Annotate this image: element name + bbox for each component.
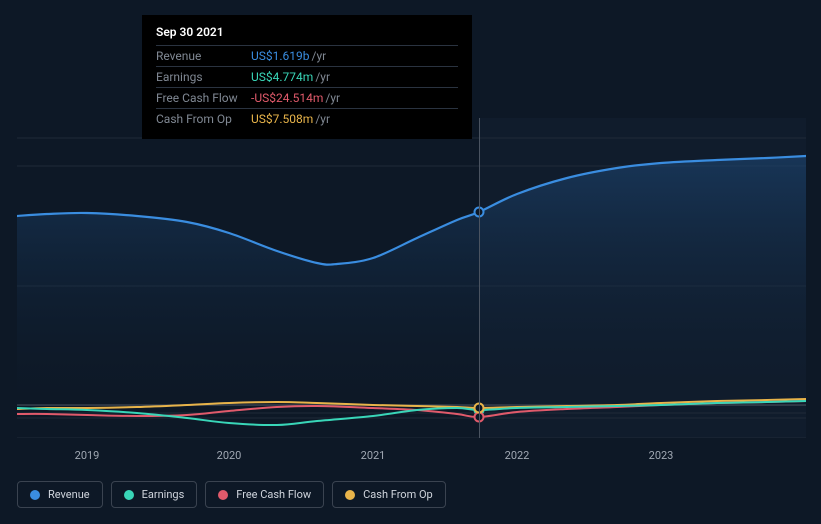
tooltip-row-label: Free Cash Flow bbox=[156, 91, 251, 105]
legend-item[interactable]: Free Cash Flow bbox=[205, 481, 324, 508]
legend-dot-icon bbox=[30, 490, 40, 500]
tooltip-row-suffix: /yr bbox=[315, 112, 330, 126]
legend-dot-icon bbox=[124, 490, 134, 500]
legend-item-label: Revenue bbox=[48, 488, 90, 501]
tooltip-row-value: -US$24.514m bbox=[251, 91, 323, 105]
tooltip-row-label: Cash From Op bbox=[156, 112, 251, 126]
tooltip-row-label: Revenue bbox=[156, 49, 251, 63]
legend-item[interactable]: Earnings bbox=[111, 481, 198, 508]
tooltip-row-suffix: /yr bbox=[312, 49, 327, 63]
tooltip-row: RevenueUS$1.619b /yr bbox=[156, 45, 458, 66]
xaxis-labels: 2019 2020 2021 2022 2023 bbox=[17, 449, 806, 465]
tooltip-row-suffix: /yr bbox=[325, 91, 340, 105]
xaxis-tick: 2021 bbox=[361, 449, 386, 462]
plot-svg bbox=[17, 118, 806, 438]
tooltip-row-value: US$1.619b bbox=[251, 49, 310, 63]
xaxis-tick: 2022 bbox=[505, 449, 530, 462]
legend-dot-icon bbox=[218, 490, 228, 500]
legend-item-label: Free Cash Flow bbox=[236, 488, 311, 501]
financials-chart: Sep 30 2021 RevenueUS$1.619b /yrEarnings… bbox=[0, 0, 821, 524]
plot-area[interactable] bbox=[17, 118, 806, 438]
tooltip-row: Cash From OpUS$7.508m /yr bbox=[156, 108, 458, 129]
legend-item-label: Cash From Op bbox=[363, 488, 433, 501]
tooltip-row-suffix: /yr bbox=[315, 70, 330, 84]
legend-dot-icon bbox=[345, 490, 355, 500]
legend-item[interactable]: Revenue bbox=[17, 481, 103, 508]
xaxis-tick: 2023 bbox=[649, 449, 674, 462]
xaxis-tick: 2020 bbox=[217, 449, 242, 462]
past-forecast-divider bbox=[479, 118, 480, 438]
xaxis-tick: 2019 bbox=[75, 449, 100, 462]
legend-item[interactable]: Cash From Op bbox=[332, 481, 446, 508]
chart-legend: Revenue Earnings Free Cash Flow Cash From O… bbox=[17, 481, 446, 508]
legend-item-label: Earnings bbox=[142, 488, 185, 501]
tooltip-row-value: US$7.508m bbox=[251, 112, 313, 126]
tooltip-row-value: US$4.774m bbox=[251, 70, 313, 84]
tooltip-row-label: Earnings bbox=[156, 70, 251, 84]
tooltip-row: Free Cash Flow-US$24.514m /yr bbox=[156, 87, 458, 108]
chart-tooltip: Sep 30 2021 RevenueUS$1.619b /yrEarnings… bbox=[142, 15, 472, 139]
tooltip-date: Sep 30 2021 bbox=[156, 25, 458, 39]
tooltip-row: EarningsUS$4.774m /yr bbox=[156, 66, 458, 87]
